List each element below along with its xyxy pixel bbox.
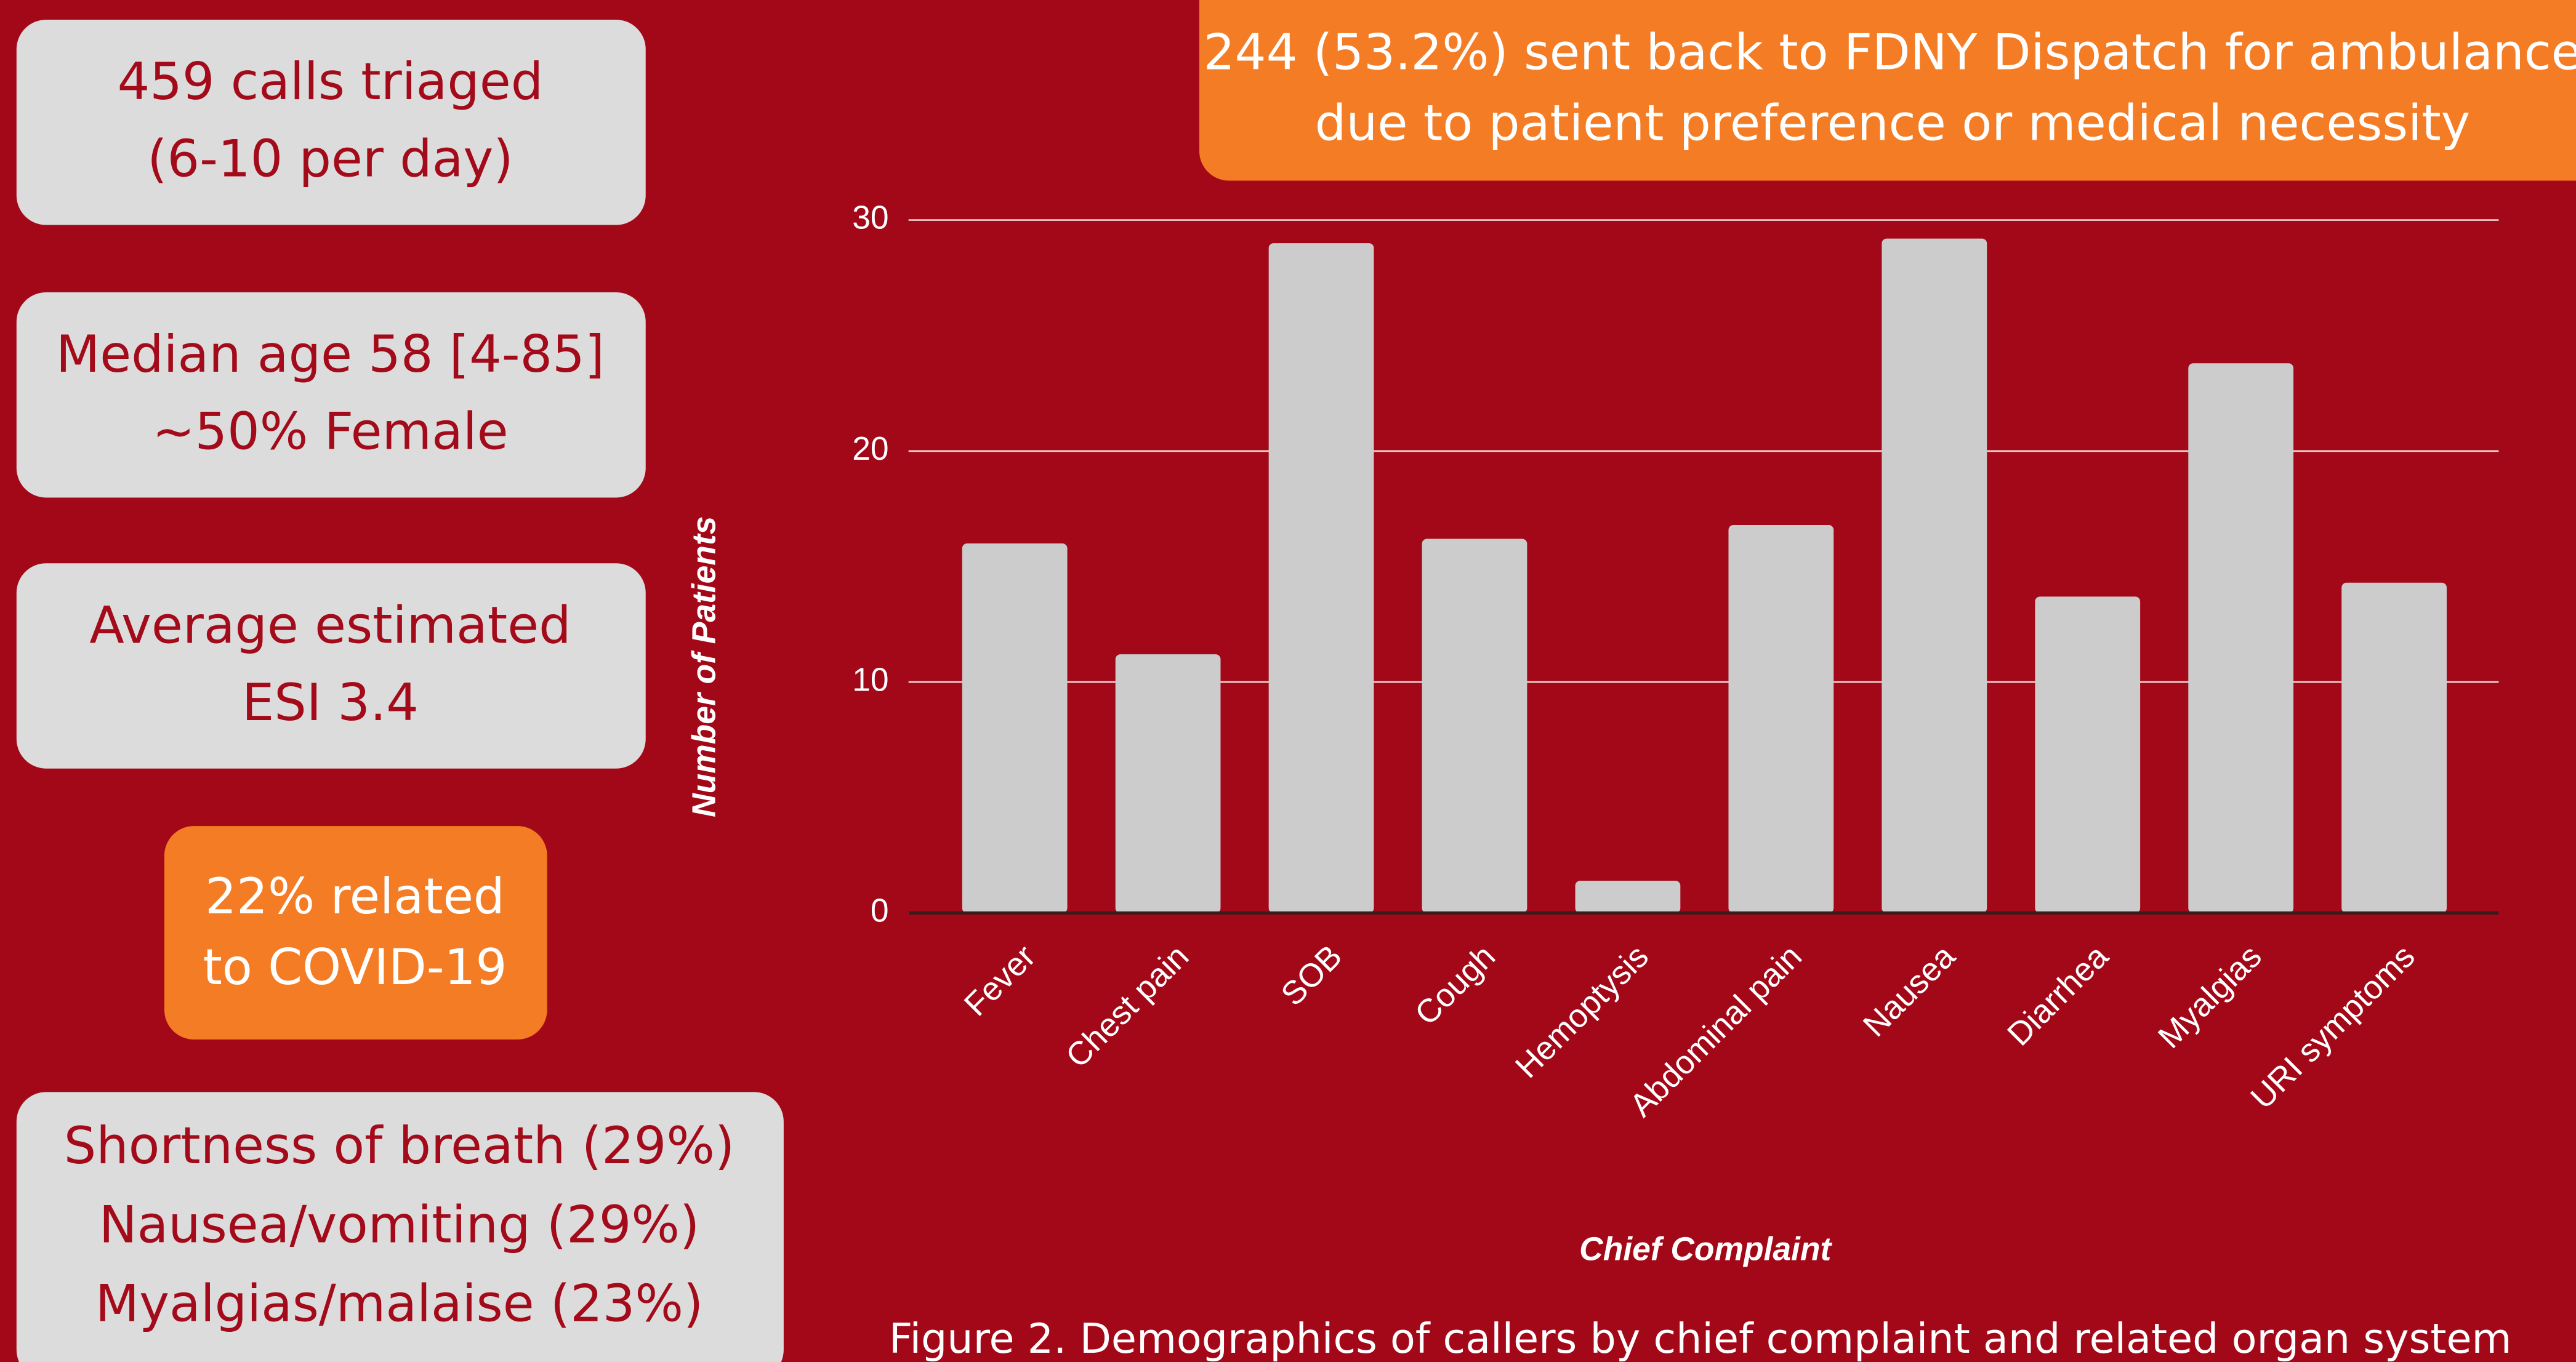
box-text: 244 (53.2%) sent back to FDNY Dispatch f… — [1204, 24, 2576, 81]
bar — [1268, 243, 1374, 913]
bar — [1575, 880, 1681, 913]
bar — [1728, 524, 1834, 913]
box-text: ESI 3.4 — [242, 673, 419, 732]
x-axis-title: Chief Complaint — [1579, 1231, 1832, 1267]
y-tick-label: 30 — [852, 200, 888, 236]
caption: Figure 2. Demographics of callers by chi… — [889, 1315, 2512, 1362]
box-text: Median age 58 [4-85] — [56, 324, 605, 384]
box-text: (6-10 per day) — [147, 129, 513, 189]
info-box — [16, 563, 646, 769]
box-text: Shortness of breath (29%) — [64, 1116, 735, 1176]
box-text: due to patient preference or medical nec… — [1315, 94, 2470, 151]
box-text: Nausea/vomiting (29%) — [99, 1195, 700, 1254]
y-tick-label: 0 — [871, 893, 889, 929]
box-text: 22% related — [205, 868, 504, 925]
bar — [1882, 238, 1987, 913]
info-box — [16, 292, 646, 498]
bar — [2188, 363, 2294, 913]
info-box — [16, 20, 646, 225]
y-axis-title: Number of Patients — [686, 516, 723, 817]
highlight-box — [164, 826, 547, 1040]
info-box — [16, 1092, 784, 1362]
bar — [1115, 654, 1221, 913]
bar — [2035, 596, 2141, 913]
y-tick-label: 20 — [852, 431, 888, 467]
bar — [2341, 582, 2447, 913]
highlight-box — [1199, 0, 2576, 181]
y-tick-label: 10 — [852, 662, 888, 698]
box-text: ~50% Female — [152, 402, 508, 462]
bar — [962, 543, 1068, 913]
box-text: Average estimated — [89, 595, 571, 655]
bar — [1422, 539, 1527, 913]
box-text: to COVID-19 — [203, 939, 507, 996]
box-text: 459 calls triaged — [118, 52, 544, 111]
box-text: Myalgias/malaise (23%) — [95, 1273, 704, 1333]
